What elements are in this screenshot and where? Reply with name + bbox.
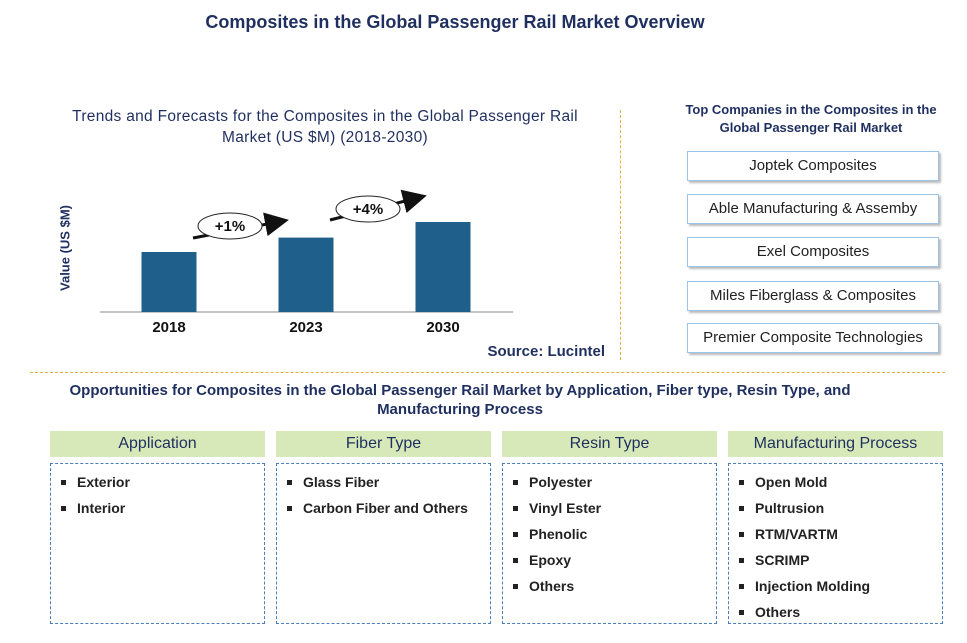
list-item: Exterior [61, 474, 130, 490]
column-heading: Manufacturing Process [728, 431, 943, 457]
column-heading: Application [50, 431, 265, 457]
list-item: RTM/VARTM [739, 526, 838, 542]
list-item: Epoxy [512, 552, 572, 568]
column-body: Glass Fiber Carbon Fiber and Others [276, 463, 491, 624]
list-item: Interior [60, 500, 126, 516]
company-box: Miles Fiberglass & Composites [687, 281, 939, 311]
opportunities-title: Opportunities for Composites in the Glob… [69, 382, 851, 418]
column-body: Open Mold Pultrusion RTM/VARTM SCRIMP Inject… [728, 463, 943, 624]
y-axis-label: Value (US $M) [57, 205, 72, 291]
x-tick-label: 2023 [289, 319, 322, 336]
column-heading: Fiber Type [276, 431, 491, 457]
growth-label: +4% [353, 201, 383, 218]
company-box: Joptek Composites [687, 151, 939, 181]
column-body: Polyester Vinyl Ester Phenolic Epoxy Others [502, 463, 717, 624]
list-item: Vinyl Ester [512, 500, 602, 516]
bar [278, 237, 334, 312]
growth-badge [335, 195, 401, 223]
chart-title: Trends and Forecasts for the Composites … [72, 108, 578, 146]
x-tick-label: 2018 [152, 319, 185, 336]
list-item: Polyester [512, 474, 593, 490]
growth-label: +1% [215, 218, 245, 235]
bar [141, 252, 197, 312]
column-heading: Resin Type [502, 431, 717, 457]
main-title: Composites in the Global Passenger Rail … [205, 12, 705, 32]
list-item: Pultrusion [738, 500, 825, 516]
list-item: Glass Fiber [286, 474, 380, 490]
divider [30, 372, 945, 373]
x-tick-label: 2030 [426, 319, 459, 336]
divider [620, 110, 621, 360]
company-box: Able Manufacturing & Assemby [687, 194, 939, 224]
company-box: Exel Composites [687, 237, 939, 267]
growth-badge [197, 212, 263, 240]
list-item: Phenolic [512, 526, 588, 542]
chart: Value (US $M) Source: Lucintel 2018 2023 2… [57, 189, 605, 360]
column-body: Exterior Interior [50, 463, 265, 624]
list-item: Injection Molding [738, 578, 871, 594]
source: Source: Lucintel [487, 343, 605, 360]
company-box: Premier Composite Technologies [687, 323, 939, 353]
list-item: Others [512, 578, 575, 594]
companies-title: Top Companies in the Composites in the G… [685, 102, 937, 135]
list-item: Carbon Fiber and Others [287, 500, 468, 516]
list-item: SCRIMP [738, 552, 810, 568]
list-item: Open Mold [738, 474, 828, 490]
bar [415, 222, 471, 312]
list-item: Others [738, 604, 801, 620]
